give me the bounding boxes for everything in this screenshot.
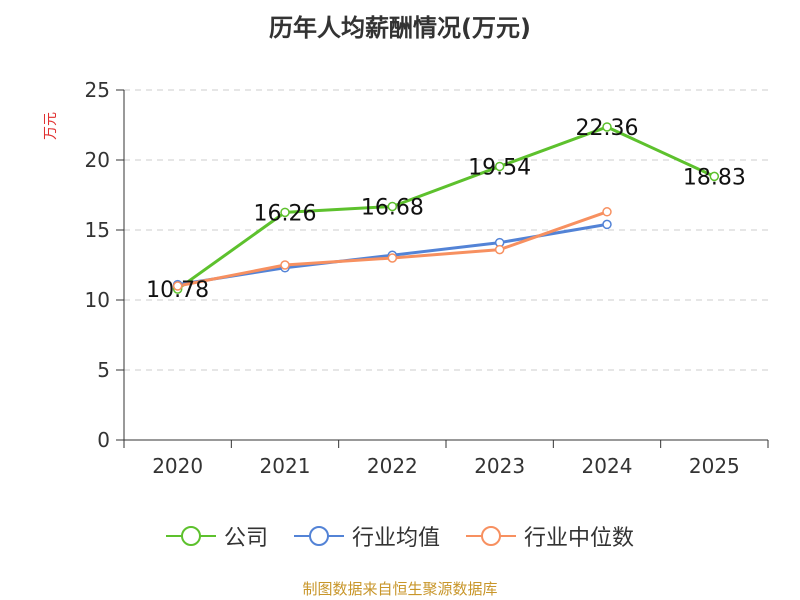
legend-item-industry-median[interactable]: 行业中位数 bbox=[466, 520, 634, 552]
legend-industry-average-swatch-icon bbox=[293, 526, 344, 546]
legend-item-industry-average[interactable]: 行业均值 bbox=[293, 520, 440, 552]
series-0-point-2021 bbox=[280, 207, 290, 218]
y-tick-label-5: 5 bbox=[97, 358, 110, 382]
y-tick-label-10: 10 bbox=[85, 288, 110, 312]
series-1-point-2024 bbox=[602, 219, 612, 230]
y-tick-label-25: 25 bbox=[85, 78, 110, 102]
legend-industry-median-swatch-icon bbox=[466, 526, 516, 546]
y-tick-label-0: 0 bbox=[97, 428, 110, 452]
data-label-2022: 16.68 bbox=[361, 195, 424, 220]
series-2-point-2024 bbox=[602, 207, 612, 217]
series-2-point-2022 bbox=[387, 253, 398, 263]
series-2-point-2020 bbox=[172, 281, 183, 291]
legend-industry-median-label: 行业中位数 bbox=[524, 526, 635, 551]
legend-industry-average-label: 行业均值 bbox=[351, 526, 440, 551]
y-tick-label-20: 20 bbox=[85, 148, 110, 172]
x-tick-label-2021: 2021 bbox=[260, 454, 311, 478]
data-label-2021: 16.26 bbox=[254, 201, 317, 226]
x-tick-label-2025: 2025 bbox=[689, 454, 740, 478]
data-label-2025: 18.83 bbox=[683, 165, 746, 190]
legend: 公司 行业均值 行业中位数 bbox=[0, 520, 800, 552]
series-0-point-2024 bbox=[602, 122, 612, 132]
data-label-2020: 10.78 bbox=[146, 278, 209, 303]
x-tick-label-2023: 2023 bbox=[474, 454, 525, 478]
data-source-note: 制图数据来自恒生聚源数据库 bbox=[302, 580, 498, 598]
x-tick-label-2022: 2022 bbox=[367, 454, 418, 478]
legend-company-swatch-icon bbox=[165, 526, 216, 546]
chart-title: 历年人均薪酬情况(万元) bbox=[269, 14, 531, 42]
data-label-2023: 19.54 bbox=[468, 155, 531, 180]
series-0-point-2025 bbox=[709, 171, 720, 182]
series-0-point-2023 bbox=[494, 161, 505, 172]
legend-item-company[interactable]: 公司 bbox=[165, 520, 268, 552]
data-label-2024: 22.36 bbox=[576, 116, 639, 141]
series-line-2 bbox=[177, 210, 608, 288]
x-tick-label-2020: 2020 bbox=[152, 454, 203, 478]
y-tick-label-15: 15 bbox=[85, 218, 110, 242]
legend-company-label: 公司 bbox=[223, 526, 268, 551]
series-2-point-2021 bbox=[280, 260, 290, 270]
series-2-point-2023 bbox=[494, 244, 505, 255]
series-line-0 bbox=[176, 125, 715, 291]
x-tick-label-2024: 2024 bbox=[582, 454, 633, 478]
series-0-point-2022 bbox=[387, 201, 398, 212]
